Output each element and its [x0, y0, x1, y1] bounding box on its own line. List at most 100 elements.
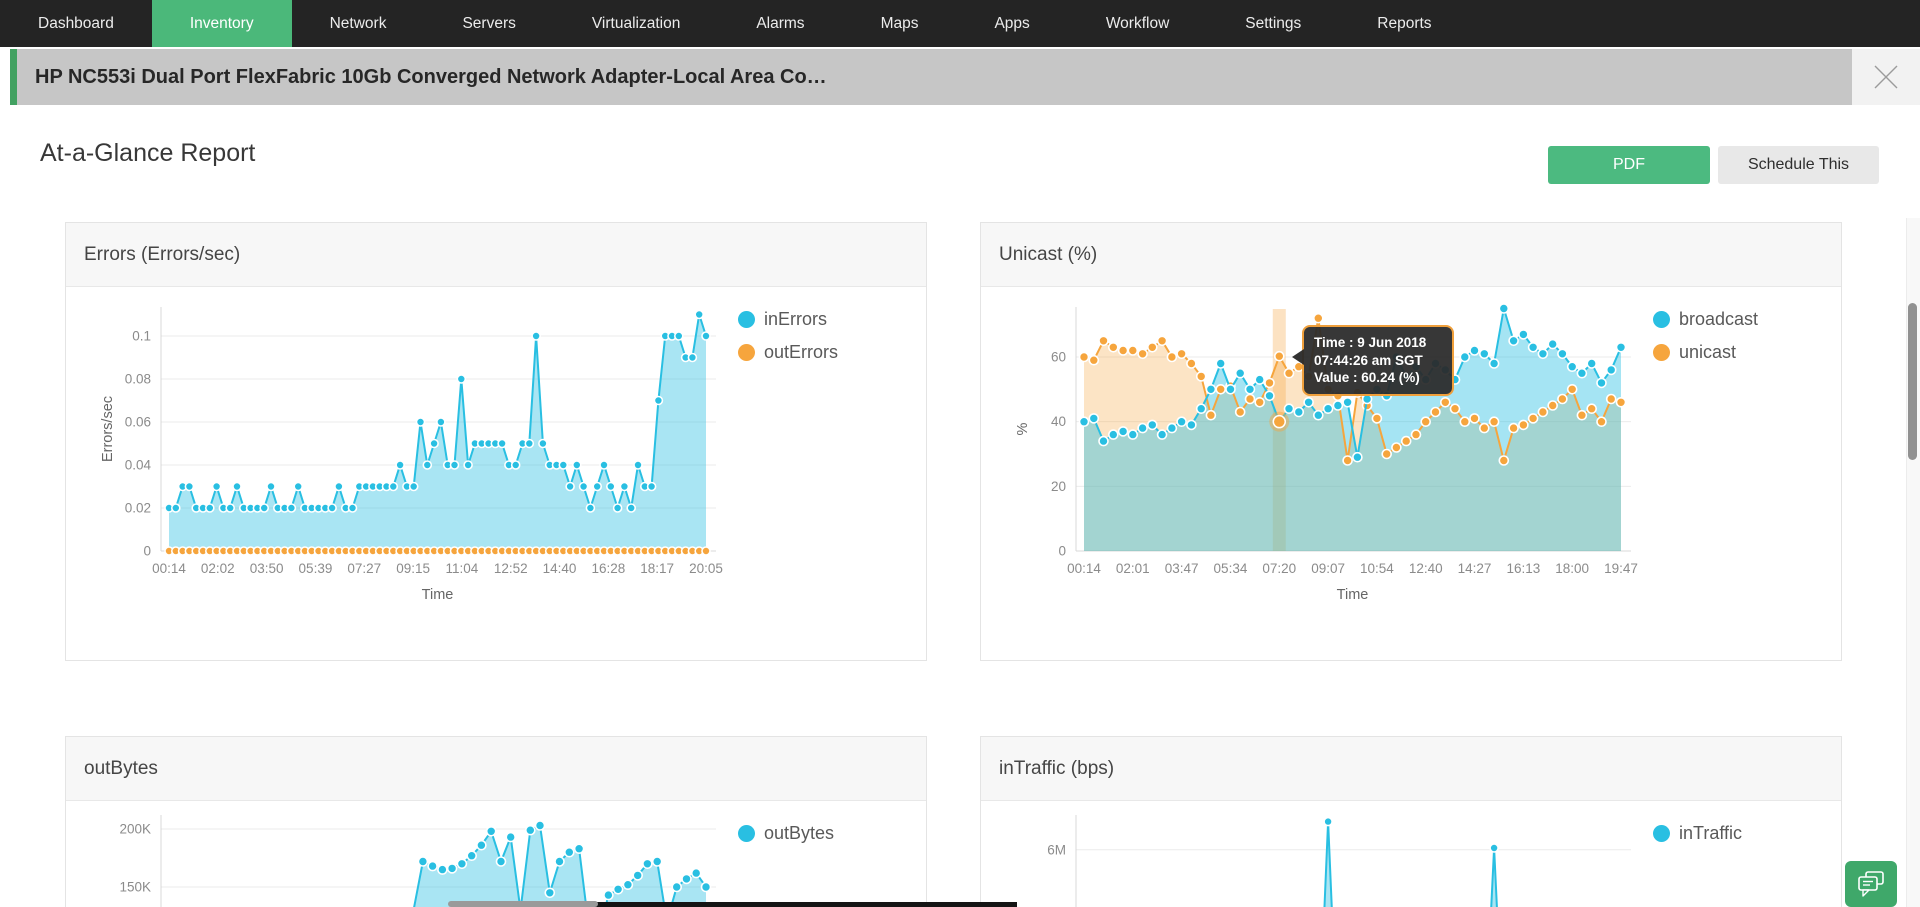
- chart-tooltip: Time : 9 Jun 2018 07:44:26 am SGT Value …: [1292, 325, 1454, 396]
- close-icon: [1874, 65, 1898, 89]
- svg-text:60: 60: [1051, 350, 1066, 365]
- legend-item-outerrors[interactable]: outErrors: [738, 342, 838, 363]
- nav-item-inventory[interactable]: Inventory: [151, 0, 292, 47]
- svg-text:6M: 6M: [1047, 842, 1066, 857]
- svg-text:03:47: 03:47: [1165, 561, 1199, 576]
- svg-text:12:40: 12:40: [1409, 561, 1443, 576]
- svg-text:150K: 150K: [119, 880, 151, 895]
- chat-button[interactable]: [1845, 861, 1897, 907]
- svg-text:20: 20: [1051, 479, 1066, 494]
- panel-outbytes-title: outBytes: [66, 737, 926, 801]
- legend-item-inerrors[interactable]: inErrors: [738, 309, 838, 330]
- tooltip-time2: 07:44:26 am SGT: [1314, 352, 1423, 368]
- panel-errors: Errors (Errors/sec) 0 0.02 0.04 0.06 0.08 0.1…: [65, 222, 927, 661]
- legend-item-broadcast[interactable]: broadcast: [1653, 309, 1758, 330]
- bottom-edge-bar: [592, 902, 1017, 907]
- svg-text:20:05: 20:05: [689, 561, 723, 576]
- svg-text:Time: Time: [422, 587, 454, 603]
- svg-text:200K: 200K: [119, 822, 151, 837]
- svg-text:05:34: 05:34: [1214, 561, 1248, 576]
- nav-item-network[interactable]: Network: [329, 14, 387, 32]
- tooltip-time: Time : 9 Jun 2018: [1314, 335, 1427, 350]
- legend-label: broadcast: [1679, 309, 1759, 329]
- intraffic-legend: inTraffic: [1653, 823, 1742, 844]
- series-color-dot: [1653, 344, 1670, 361]
- legend-label: outErrors: [764, 342, 839, 362]
- unicast-legend: broadcast unicast: [1653, 309, 1758, 363]
- series-color-dot: [738, 311, 755, 328]
- intraffic-chart: 6M: [1047, 815, 1631, 907]
- errors-chart: 0 0.02 0.04 0.06 0.08 0.1 00:14 02:02 03:50 05:39…: [100, 307, 723, 603]
- svg-text:11:04: 11:04: [446, 561, 479, 576]
- legend-item-outbytes[interactable]: outBytes: [738, 823, 834, 844]
- legend-label: inErrors: [764, 309, 828, 329]
- tooltip-value: Value : 60.24 (%): [1314, 370, 1420, 385]
- legend-item-unicast[interactable]: unicast: [1653, 342, 1758, 363]
- svg-text:0.02: 0.02: [125, 501, 151, 516]
- nav-item-virtualization[interactable]: Virtualization: [591, 14, 681, 32]
- errors-legend: inErrors outErrors: [738, 309, 838, 363]
- page-title: At-a-Glance Report: [40, 139, 256, 167]
- nav-item-reports[interactable]: Reports: [1377, 14, 1432, 32]
- svg-text:%: %: [1015, 422, 1031, 435]
- nav-item-apps[interactable]: Apps: [994, 14, 1030, 32]
- panel-intraffic: inTraffic (bps) 6M inTraffic: [980, 736, 1842, 907]
- chat-bubbles-icon: [1858, 871, 1884, 897]
- legend-label: outBytes: [764, 823, 835, 843]
- svg-text:00:14: 00:14: [152, 561, 186, 576]
- panel-outbytes: outBytes 200K 150K outBytes: [65, 736, 927, 907]
- close-banner-button[interactable]: [1852, 49, 1920, 105]
- svg-text:12:52: 12:52: [494, 561, 528, 576]
- svg-text:07:20: 07:20: [1262, 561, 1296, 576]
- unicast-chart: 0 20 40 60 00:14 02:01 03:47 05:34 07:20 09:07 10:…: [1015, 303, 1638, 603]
- panel-intraffic-title: inTraffic (bps): [981, 737, 1841, 801]
- device-banner: HP NC553i Dual Port FlexFabric 10Gb Conv…: [10, 49, 1852, 105]
- legend-label: unicast: [1679, 342, 1737, 362]
- nav-item-workflow[interactable]: Workflow: [1105, 14, 1170, 32]
- svg-text:09:07: 09:07: [1311, 561, 1345, 576]
- svg-text:00:14: 00:14: [1067, 561, 1101, 576]
- top-nav: Dashboard Inventory Network Servers Virt…: [0, 0, 1920, 47]
- svg-text:16:28: 16:28: [591, 561, 625, 576]
- series-color-dot: [738, 344, 755, 361]
- svg-text:0.08: 0.08: [125, 372, 151, 387]
- svg-text:14:40: 14:40: [543, 561, 577, 576]
- svg-text:18:17: 18:17: [640, 561, 674, 576]
- nav-item-alarms[interactable]: Alarms: [756, 14, 805, 32]
- svg-text:05:39: 05:39: [299, 561, 333, 576]
- svg-text:Time: Time: [1337, 587, 1369, 603]
- panel-unicast: Unicast (%) 0 20 40 60 00:14 02:01 03:47 05:34 0…: [980, 222, 1842, 661]
- horizontal-scrollbar-thumb[interactable]: [448, 901, 598, 907]
- outbytes-legend: outBytes: [738, 823, 834, 844]
- vertical-scrollbar-thumb[interactable]: [1908, 303, 1917, 460]
- nav-item-dashboard[interactable]: Dashboard: [38, 14, 114, 32]
- svg-text:0.04: 0.04: [125, 458, 152, 473]
- svg-text:0.1: 0.1: [132, 329, 151, 344]
- svg-text:18:00: 18:00: [1555, 561, 1589, 576]
- svg-text:03:50: 03:50: [250, 561, 284, 576]
- svg-text:0.06: 0.06: [125, 415, 151, 430]
- svg-text:0: 0: [1058, 544, 1066, 559]
- outbytes-chart: 200K 150K: [119, 815, 716, 907]
- svg-text:0: 0: [143, 544, 151, 559]
- svg-text:16:13: 16:13: [1506, 561, 1540, 576]
- legend-item-intraffic[interactable]: inTraffic: [1653, 823, 1742, 844]
- device-banner-title: HP NC553i Dual Port FlexFabric 10Gb Conv…: [35, 65, 827, 88]
- nav-item-settings[interactable]: Settings: [1245, 14, 1302, 32]
- schedule-this-button[interactable]: Schedule This: [1718, 146, 1879, 184]
- panel-unicast-title: Unicast (%): [981, 223, 1841, 287]
- svg-text:Errors/sec: Errors/sec: [100, 396, 116, 462]
- svg-text:14:27: 14:27: [1458, 561, 1492, 576]
- svg-text:19:47: 19:47: [1604, 561, 1638, 576]
- svg-text:40: 40: [1051, 414, 1066, 429]
- nav-item-servers[interactable]: Servers: [462, 14, 516, 32]
- svg-text:02:01: 02:01: [1116, 561, 1150, 576]
- series-color-dot: [738, 825, 755, 842]
- series-color-dot: [1653, 311, 1670, 328]
- nav-item-maps[interactable]: Maps: [880, 14, 919, 32]
- svg-text:10:54: 10:54: [1360, 561, 1394, 576]
- series-color-dot: [1653, 825, 1670, 842]
- legend-label: inTraffic: [1679, 823, 1743, 843]
- svg-text:07:27: 07:27: [347, 561, 381, 576]
- pdf-button[interactable]: PDF: [1548, 146, 1710, 184]
